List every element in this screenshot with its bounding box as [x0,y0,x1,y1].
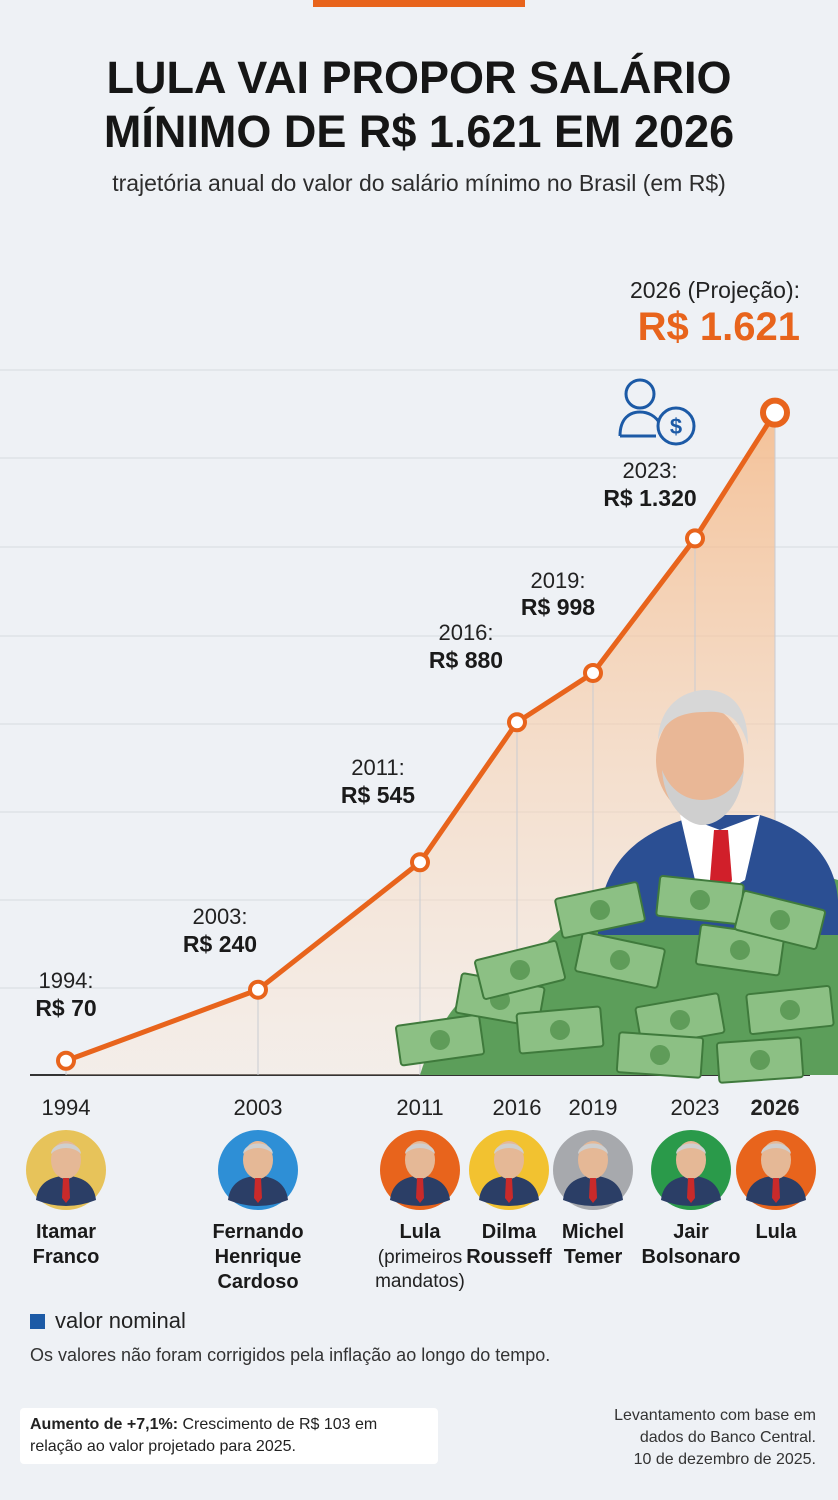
lula-money-illustration [395,690,838,1084]
point-year-label: 2003: [192,904,247,929]
x-tick-label: 2023 [671,1095,720,1120]
banknote [474,940,566,1000]
headline-line-2: MÍNIMO DE R$ 1.621 EM 2026 [103,106,735,157]
legend: valor nominal [30,1308,186,1334]
headline-line-1: LULA VAI PROPOR SALÁRIO [106,52,732,103]
president-name: Lula [399,1221,441,1243]
banknote [574,931,666,989]
point-value-label: R$ 1.320 [603,485,696,511]
point-year-label: 2011: [351,755,404,780]
legend-label: valor nominal [55,1308,186,1333]
data-point [760,397,790,428]
president-name: Dilma [482,1221,537,1243]
x-tick-label: 2016 [493,1095,542,1120]
president-avatar [736,1130,816,1210]
point-value-label: R$ 1.621 [638,305,800,349]
x-tick-label: 2019 [569,1095,618,1120]
increase-text: Crescimento de R$ 103 em relação ao valo… [30,1416,378,1455]
inflation-note: Os valores não foram corrigidos pela inf… [30,1345,551,1365]
point-value-label: R$ 70 [35,995,96,1021]
data-point [685,528,705,549]
banknote [715,1036,805,1084]
banknote [745,985,835,1035]
president-subtitle: mandatos) [375,1271,465,1292]
president-name: Bolsonaro [642,1246,741,1268]
data-point [56,1050,76,1071]
banknote [695,923,785,977]
president-avatar [26,1130,106,1210]
point-year-label: 2023: [622,458,677,483]
point-year-label: 2026 (Projeção): [630,277,800,303]
president-name: Jair [673,1221,709,1243]
president-name: Franco [33,1246,100,1268]
president-name: Henrique [215,1246,302,1268]
point-year-label: 1994: [38,968,93,993]
x-tick-label: 2026 [751,1095,800,1120]
x-tick-label: 2003 [234,1095,283,1120]
x-tick-label: 2011 [396,1095,443,1120]
point-value-label: R$ 240 [183,931,257,957]
x-tick-label: 1994 [42,1095,91,1120]
banknote [615,1031,705,1079]
increase-bold: Aumento de +7,1%: [30,1416,179,1433]
banknote [634,992,726,1048]
point-value-label: R$ 545 [341,782,415,808]
president-name: Rousseff [466,1246,552,1268]
svg-text:$: $ [670,414,682,439]
point-year-label: 2016: [438,620,493,645]
president-name: Temer [564,1246,623,1268]
president-subtitle: (primeiros [378,1247,462,1268]
data-point [583,662,603,683]
source-line-3: 10 de dezembro de 2025. [633,1451,816,1468]
subtitle: trajetória anual do valor do salário mín… [112,170,726,196]
president-name: Michel [562,1221,624,1243]
source-line-2: dados do Banco Central. [639,1429,816,1446]
president-avatar [380,1130,460,1210]
source-line-1: Levantamento com base em [614,1407,816,1424]
president-name: Fernando [212,1221,303,1243]
banknote [515,1005,605,1055]
point-year-label: 2019: [530,568,585,593]
president-avatar [651,1130,731,1210]
president-avatar [553,1130,633,1210]
data-point [248,979,268,1000]
legend-swatch [30,1313,45,1329]
president-name: Itamar [36,1221,96,1243]
data-point [507,712,527,733]
banknote [554,881,646,939]
president-avatar [218,1130,298,1210]
banknote [655,875,745,925]
person-dollar-icon: $ [618,378,696,446]
point-value-label: R$ 998 [521,594,595,620]
president-name: Lula [755,1221,797,1243]
banknote [395,1013,485,1067]
source-note: Levantamento com base em dados do Banco … [516,1405,816,1471]
point-value-label: R$ 880 [429,647,503,673]
president-name: Cardoso [217,1271,298,1293]
data-point [410,852,430,873]
president-avatar [469,1130,549,1210]
banknote [734,890,826,950]
increase-box: Aumento de +7,1%: Crescimento de R$ 103 … [20,1408,438,1464]
top-accent-bar [313,0,525,7]
